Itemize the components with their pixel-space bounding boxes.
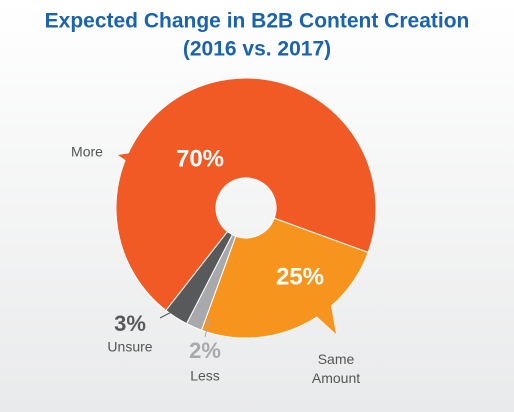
category-label: Less	[190, 368, 220, 384]
leader	[159, 304, 186, 319]
slice	[115, 77, 377, 312]
value-label: 25%	[276, 263, 324, 290]
callout	[118, 150, 150, 170]
category-label: Same Amount	[312, 351, 360, 386]
value-label: 70%	[176, 145, 224, 172]
value-label: 2%	[189, 338, 221, 363]
slice	[165, 230, 233, 325]
category-label: More	[71, 144, 103, 160]
category-label: Unsure	[107, 339, 152, 355]
leader	[204, 315, 211, 338]
chart-subtitle: (2016 vs. 2017)	[183, 38, 331, 61]
callout	[310, 300, 336, 334]
chart-title: Expected Change in B2B Content Creation	[45, 10, 470, 33]
value-label: 3%	[114, 311, 146, 336]
